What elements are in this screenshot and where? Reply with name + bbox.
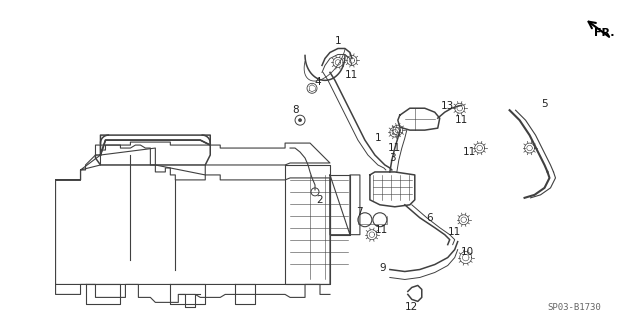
Circle shape: [298, 119, 301, 122]
Text: 12: 12: [405, 302, 419, 312]
Text: 3: 3: [390, 153, 396, 163]
Text: SP03-B1730: SP03-B1730: [548, 303, 602, 312]
Text: 1: 1: [335, 35, 341, 46]
Text: 11: 11: [346, 70, 358, 80]
Text: 9: 9: [380, 263, 386, 272]
Text: 7: 7: [356, 207, 364, 217]
Text: FR.: FR.: [594, 27, 614, 38]
Text: 11: 11: [455, 115, 468, 125]
Text: 1: 1: [374, 133, 381, 143]
Text: 8: 8: [292, 105, 300, 115]
Text: 4: 4: [315, 77, 321, 87]
Text: 11: 11: [375, 225, 388, 235]
Text: 11: 11: [463, 147, 476, 157]
Text: 11: 11: [448, 227, 461, 237]
Text: 13: 13: [441, 101, 454, 111]
Text: 11: 11: [388, 143, 401, 153]
Text: 6: 6: [426, 213, 433, 223]
Text: 2: 2: [317, 195, 323, 205]
Text: 10: 10: [461, 247, 474, 256]
Text: 5: 5: [541, 99, 548, 109]
